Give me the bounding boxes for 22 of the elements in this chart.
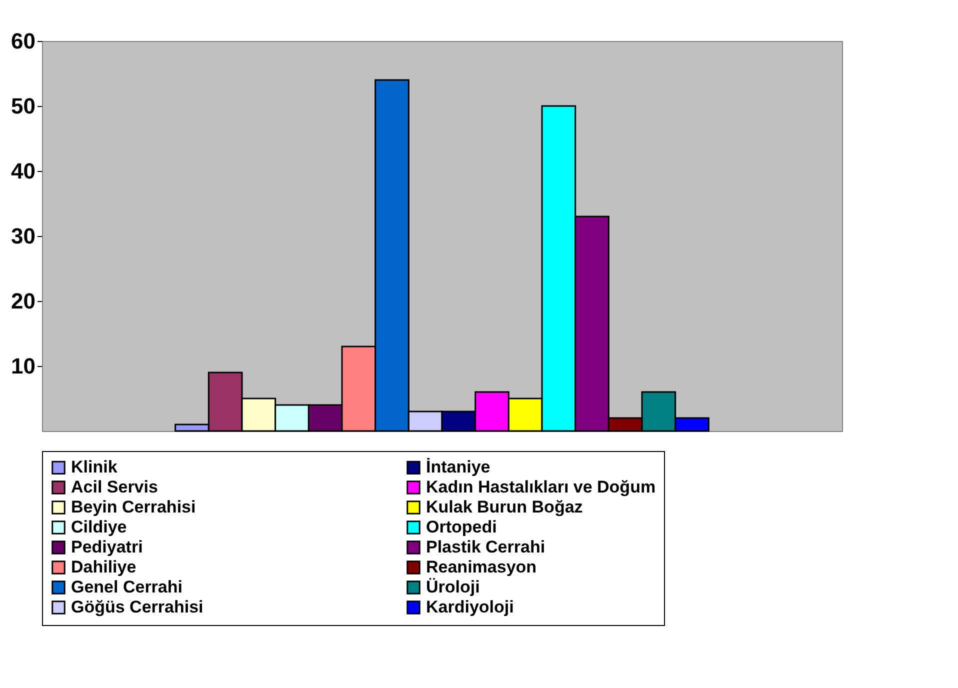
legend-label: İntaniye	[426, 458, 490, 477]
legend-label: Beyin Cerrahisi	[71, 498, 196, 516]
y-tick-label: 10	[11, 354, 36, 378]
legend-label: Klinik	[71, 458, 118, 477]
legend-label: Dahiliye	[71, 558, 136, 576]
y-tick-label: 20	[11, 288, 36, 314]
legend-label: Genel Cerrahi	[71, 578, 182, 596]
legend-label: Reanimasyon	[426, 558, 537, 576]
legend-label: Üroloji	[426, 578, 480, 596]
legend-label: Kardiyoloji	[426, 598, 514, 616]
legend-label: Ortopedi	[426, 518, 497, 536]
legend-label: Kadın Hastalıkları ve Doğum	[426, 478, 656, 496]
legend-label: Acil Servis	[71, 478, 158, 496]
legend-label: Göğüs Cerrahisi	[71, 598, 204, 616]
y-tick-label: 60	[11, 28, 36, 54]
legend-label: Cildiye	[71, 518, 127, 536]
legend-label: Plastik Cerrahi	[426, 538, 546, 556]
legend-label: Pediyatri	[71, 538, 143, 556]
y-tick-label: 40	[11, 158, 36, 184]
y-tick-label: 50	[11, 94, 36, 118]
y-tick-label: 30	[11, 224, 36, 248]
legend-label: Kulak Burun Boğaz	[426, 498, 583, 516]
